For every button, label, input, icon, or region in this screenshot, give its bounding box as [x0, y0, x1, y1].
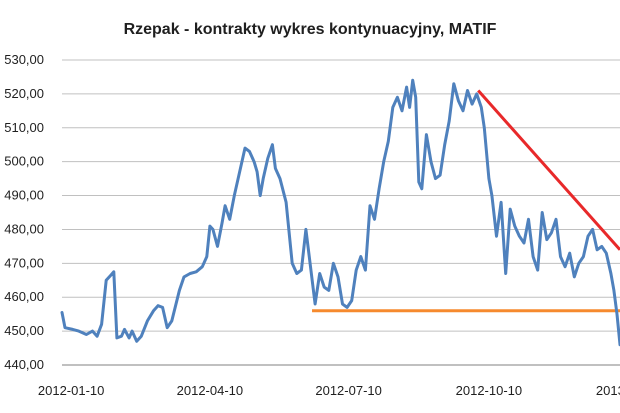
y-tick-label: 500,00: [4, 154, 44, 169]
y-tick-label: 520,00: [4, 86, 44, 101]
series-lines: [60, 78, 620, 347]
y-tick-label: 530,00: [4, 52, 44, 67]
y-tick-label: 460,00: [4, 289, 44, 304]
y-tick-label: 490,00: [4, 188, 44, 203]
x-axis-tick-labels: 2012-01-10 2012-04-10 2012-07-10 2012-10-10…: [38, 383, 620, 398]
y-tick-label: 510,00: [4, 120, 44, 135]
y-tick-label: 470,00: [4, 255, 44, 270]
x-tick-label: 2013-01-10: [596, 383, 620, 398]
y-axis-tick-labels: 440,00 450,00 460,00 470,00 480,00 490,00 500,…: [4, 52, 44, 372]
x-tick-label: 2012-10-10: [456, 383, 523, 398]
y-tick-label: 480,00: [4, 221, 44, 236]
x-tick-label: 2012-07-10: [315, 383, 382, 398]
y-tick-label: 440,00: [4, 357, 44, 372]
price-series-line: [60, 78, 620, 347]
x-tick-label: 2012-01-10: [38, 383, 105, 398]
chart-title: Rzepak - kontrakty wykres kontynuacyjny,…: [124, 21, 497, 38]
trend-lines: [312, 89, 620, 313]
gridlines: [62, 59, 620, 332]
y-tick-label: 450,00: [4, 323, 44, 338]
trend-line: [477, 89, 620, 251]
x-tick-label: 2012-04-10: [177, 383, 244, 398]
